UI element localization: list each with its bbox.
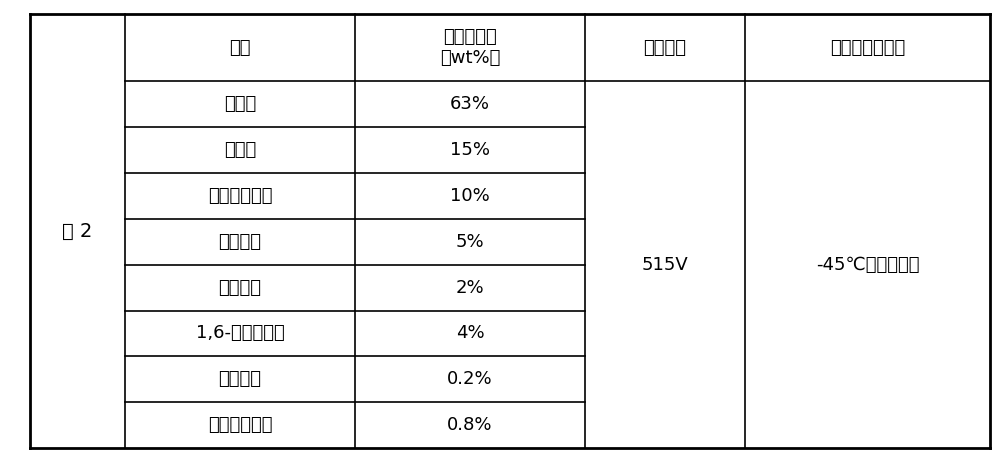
Text: 丙三醇: 丙三醇 (224, 141, 256, 159)
Text: 2%: 2% (456, 279, 484, 297)
Text: 5%: 5% (456, 233, 484, 251)
Text: 闪火电压: 闪火电压 (644, 38, 686, 56)
Text: 三甘醇单甲醚: 三甘醇单甲醚 (208, 187, 272, 205)
Text: 0.2%: 0.2% (447, 371, 493, 389)
Text: 63%: 63% (450, 95, 490, 113)
Text: 邻硝基茴香醚: 邻硝基茴香醚 (208, 416, 272, 434)
Text: 表 2: 表 2 (62, 221, 93, 241)
Text: -45℃未完全冻结: -45℃未完全冻结 (816, 255, 919, 274)
Text: 10%: 10% (450, 187, 490, 205)
Text: 0.8%: 0.8% (447, 416, 493, 434)
Text: 515V: 515V (642, 255, 688, 274)
Text: 乙二醇: 乙二醇 (224, 95, 256, 113)
Text: 五垄酸铵: 五垄酸铵 (218, 233, 262, 251)
Text: 4%: 4% (456, 324, 484, 342)
Text: 组分: 组分 (229, 38, 251, 56)
Text: 15%: 15% (450, 141, 490, 159)
Text: 次亚磷酸: 次亚磷酸 (218, 371, 262, 389)
Text: 壬二酸铵: 壬二酸铵 (218, 279, 262, 297)
Text: 1,6-十二双酸铵: 1,6-十二双酸铵 (196, 324, 284, 342)
Text: 电解液冻结温度: 电解液冻结温度 (830, 38, 905, 56)
Text: 重量百分比
（wt%）: 重量百分比 （wt%） (440, 28, 500, 67)
